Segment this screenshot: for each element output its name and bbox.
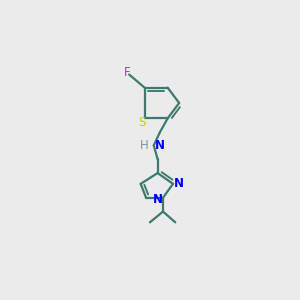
Text: N: N xyxy=(155,139,165,152)
Text: S: S xyxy=(139,116,146,129)
Text: F: F xyxy=(124,67,131,80)
Text: N: N xyxy=(153,193,164,206)
Text: N: N xyxy=(173,177,183,190)
Text: H: H xyxy=(140,139,148,152)
